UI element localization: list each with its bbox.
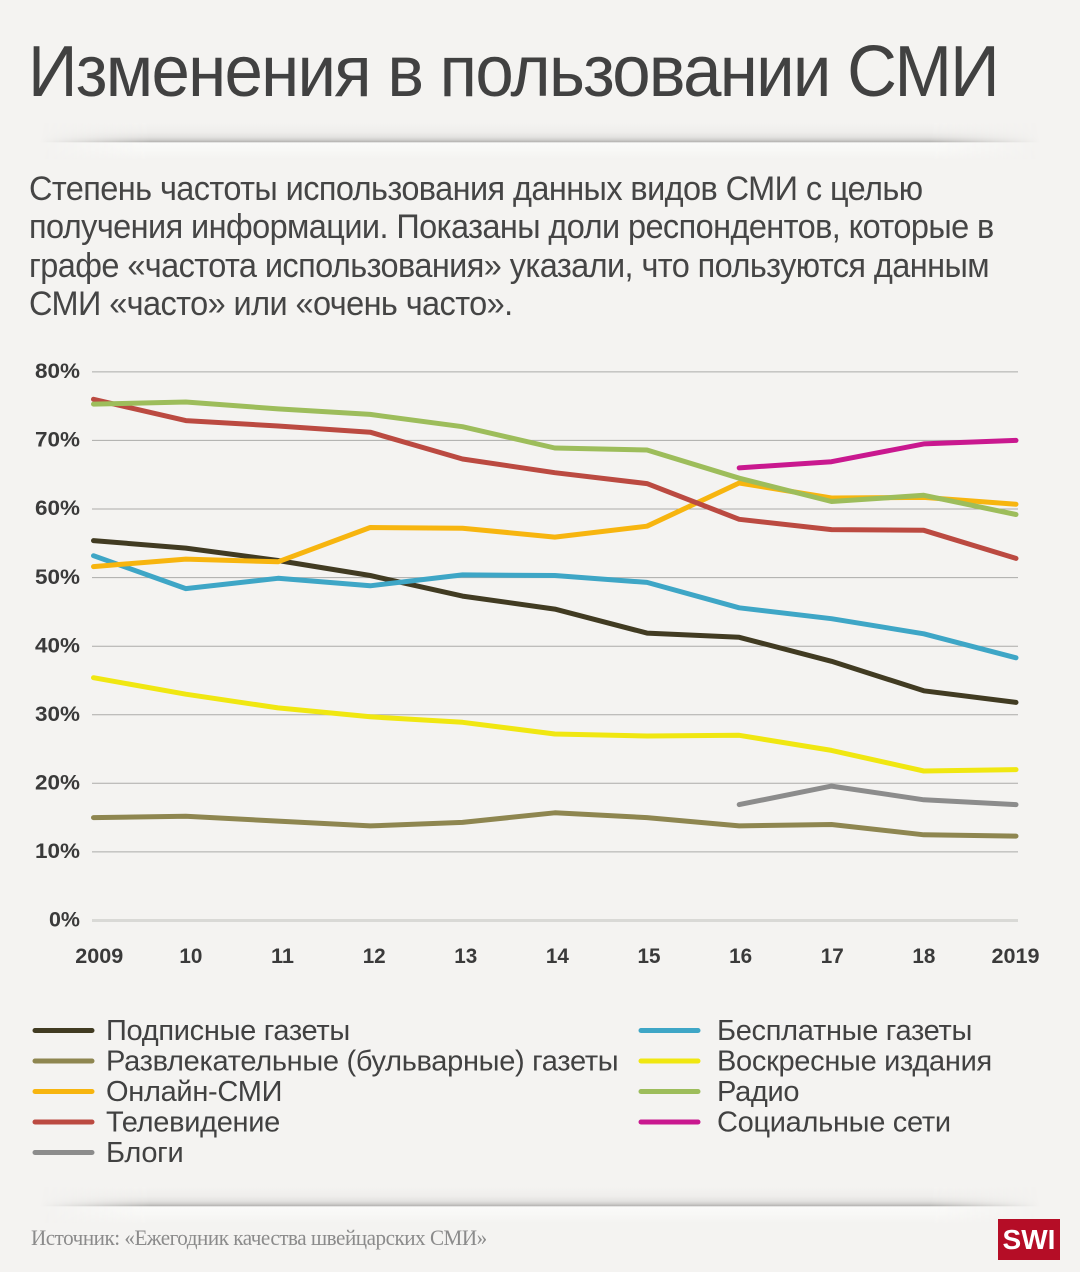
svg-text:18: 18 — [912, 944, 935, 968]
svg-text:20%: 20% — [35, 771, 80, 795]
svg-text:80%: 80% — [35, 359, 80, 383]
svg-text:30%: 30% — [35, 702, 80, 726]
svg-text:16: 16 — [729, 944, 752, 968]
svg-text:Радио: Радио — [717, 1076, 799, 1108]
svg-text:Подписные газеты: Подписные газеты — [106, 1015, 350, 1047]
svg-text:Онлайн-СМИ: Онлайн-СМИ — [106, 1076, 282, 1108]
svg-text:10%: 10% — [35, 839, 80, 863]
svg-text:50%: 50% — [35, 565, 80, 589]
svg-text:11: 11 — [271, 944, 294, 968]
svg-text:70%: 70% — [35, 428, 80, 452]
svg-text:14: 14 — [546, 944, 569, 968]
svg-text:2009: 2009 — [75, 944, 123, 968]
svg-text:Бесплатные газеты: Бесплатные газеты — [717, 1015, 972, 1047]
svg-text:40%: 40% — [35, 633, 80, 657]
svg-text:2019: 2019 — [992, 944, 1040, 968]
svg-text:17: 17 — [821, 944, 844, 968]
svg-text:15: 15 — [638, 944, 661, 968]
svg-text:Воскресные издания: Воскресные издания — [717, 1046, 992, 1078]
svg-text:Телевидение: Телевидение — [106, 1107, 280, 1139]
svg-text:Развлекательные (бульварные) г: Развлекательные (бульварные) газеты — [106, 1046, 618, 1078]
svg-text:10: 10 — [179, 944, 202, 968]
svg-text:Социальные сети: Социальные сети — [717, 1107, 951, 1139]
svg-text:Блоги: Блоги — [106, 1137, 183, 1169]
svg-text:12: 12 — [363, 944, 386, 968]
svg-text:60%: 60% — [35, 496, 80, 520]
svg-text:0%: 0% — [49, 908, 80, 932]
svg-text:13: 13 — [454, 944, 477, 968]
